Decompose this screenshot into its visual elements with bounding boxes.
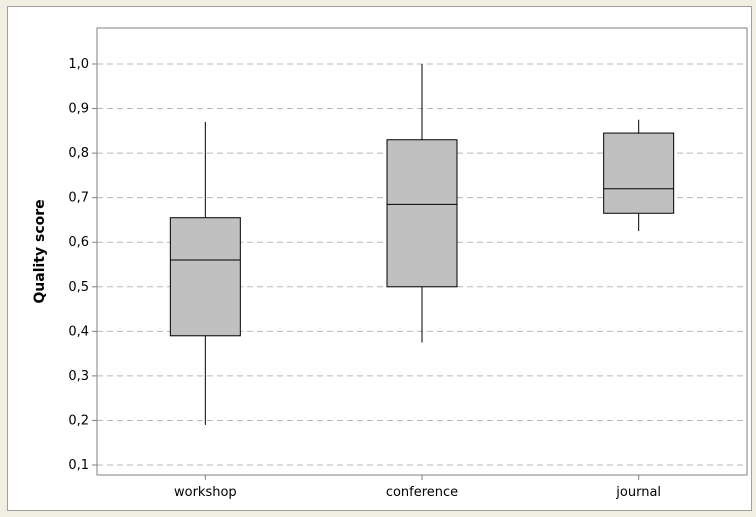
y-tick-label: 0,9 [68, 102, 89, 117]
box-series [169, 64, 675, 425]
x-tick-label: workshop [174, 485, 237, 500]
y-tick-label: 0,3 [68, 369, 89, 384]
y-tick-label: 0,4 [68, 324, 89, 339]
y-tick-label: 0,6 [68, 235, 89, 250]
y-axis: 0,1 0,2 0,3 0,4 0,5 0,6 0,7 0,8 0,9 1,0 [68, 57, 97, 473]
y-axis-label: Quality score [32, 199, 48, 303]
y-tick-label: 0,8 [68, 146, 89, 161]
box-journal [603, 119, 675, 232]
x-tick-label: conference [386, 485, 458, 500]
y-tick-label: 0,5 [68, 280, 89, 295]
box-conference [386, 64, 458, 343]
y-tick-label: 0,7 [68, 191, 89, 206]
chart-frame: 0,1 0,2 0,3 0,4 0,5 0,6 0,7 0,8 0,9 1,0 workshop c… [7, 6, 752, 511]
box-iqr [386, 139, 458, 288]
box-workshop [169, 121, 241, 425]
boxplot-chart: 0,1 0,2 0,3 0,4 0,5 0,6 0,7 0,8 0,9 1,0 workshop c… [32, 27, 748, 500]
box-iqr [169, 217, 241, 337]
y-tick-label: 0,1 [68, 458, 89, 473]
x-axis: workshop conference journal [174, 475, 661, 500]
y-tick-label: 1,0 [68, 57, 89, 72]
y-tick-label: 0,2 [68, 413, 89, 428]
plot-area [96, 27, 748, 476]
x-tick-label: journal [615, 485, 661, 500]
box-iqr [603, 132, 675, 214]
